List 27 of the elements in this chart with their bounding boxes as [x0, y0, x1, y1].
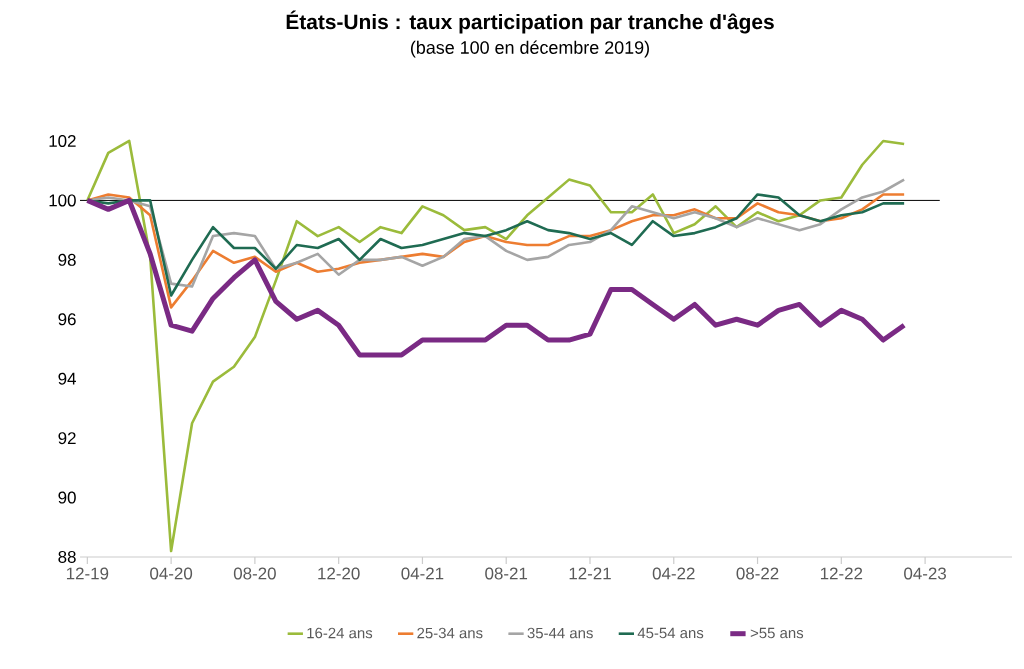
- x-tick-label: 04-21: [401, 567, 444, 580]
- legend-label: 45-54 ans: [637, 627, 704, 639]
- legend-label: 25-34 ans: [417, 627, 483, 639]
- x-tick-label: 08-21: [485, 567, 528, 580]
- x-tick-label: 12-20: [318, 567, 360, 580]
- y-tick-label: 100: [49, 194, 76, 207]
- chart-title: États-Unis : taux participation par tranche d'âges: [286, 10, 774, 34]
- x-tick-label: 04-20: [150, 567, 193, 580]
- legend-label: 16-24 ans: [307, 627, 373, 639]
- y-tick-label: 94: [58, 372, 76, 385]
- chart-subtitle: (base 100 en décembre 2019): [410, 40, 649, 58]
- x-tick-label: 04-23: [904, 567, 946, 580]
- legend-label: 35-44 ans: [527, 627, 593, 639]
- legend-label: >55 ans: [750, 627, 804, 639]
- x-tick-label: 08-22: [736, 567, 779, 580]
- y-tick-label: 90: [58, 491, 76, 504]
- y-tick-label: 92: [58, 432, 76, 445]
- y-tick-label: 88: [58, 550, 76, 563]
- x-tick-label: 04-22: [652, 567, 695, 580]
- y-tick-label: 96: [58, 313, 76, 326]
- x-tick-label: 08-20: [233, 567, 276, 580]
- y-tick-label: 102: [49, 134, 76, 147]
- x-tick-label: 12-19: [66, 567, 109, 580]
- y-tick-label: 98: [58, 253, 76, 266]
- x-tick-label: 12-22: [820, 567, 863, 580]
- line-series: [86, 139, 906, 553]
- x-tick-label: 12-21: [569, 567, 611, 580]
